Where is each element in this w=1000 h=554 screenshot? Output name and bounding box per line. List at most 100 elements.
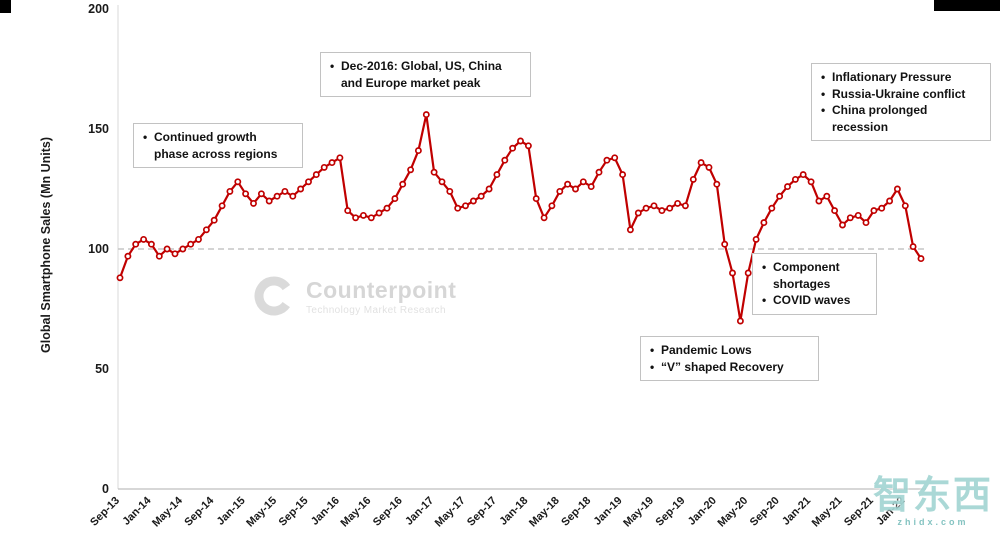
data-point-marker — [344, 207, 352, 215]
x-tick-label: May-15 — [244, 495, 279, 530]
data-point-marker — [548, 202, 556, 210]
data-point-marker — [736, 317, 744, 325]
x-tick-label: Sep-20 — [748, 495, 782, 529]
data-point-marker — [556, 187, 564, 195]
data-point-marker — [399, 180, 407, 188]
data-point-marker — [210, 216, 218, 224]
data-point-marker — [729, 269, 736, 277]
data-point-marker — [634, 209, 642, 217]
data-point-marker — [595, 168, 603, 176]
data-point-marker — [187, 240, 195, 248]
data-point-marker — [532, 195, 540, 203]
data-point-marker — [564, 180, 572, 188]
x-tick-label: Sep-18 — [559, 495, 593, 529]
data-point-marker — [250, 199, 257, 207]
counterpoint-logo-icon — [254, 276, 294, 316]
data-point-marker — [509, 144, 517, 152]
data-point-marker — [658, 207, 666, 215]
data-point-marker — [469, 197, 477, 205]
data-point-marker — [626, 226, 634, 234]
data-point-marker — [124, 252, 132, 260]
x-tick-label: May-17 — [433, 495, 468, 530]
x-tick-label: Jan-21 — [780, 495, 813, 528]
data-point-marker — [579, 178, 587, 186]
data-point-marker — [799, 171, 807, 179]
annotation-component-shortages: Component shortagesCOVID waves — [752, 253, 877, 315]
data-point-marker — [305, 178, 312, 186]
data-point-marker — [226, 187, 234, 195]
data-point-marker — [242, 190, 250, 198]
annotation-shortages-list: Component shortagesCOVID waves — [760, 259, 867, 309]
data-point-marker — [367, 214, 375, 222]
data-point-marker — [846, 214, 854, 222]
data-point-marker — [171, 250, 179, 258]
data-point-marker — [202, 226, 210, 234]
data-point-marker — [619, 171, 627, 179]
x-tick-label: May-16 — [339, 495, 374, 530]
x-tick-label: Sep-21 — [842, 495, 876, 529]
x-tick-label: Jan-20 — [686, 495, 719, 528]
data-point-marker — [807, 178, 815, 186]
annotation-line: Inflationary Pressure — [819, 69, 981, 86]
data-point-marker — [422, 111, 430, 119]
data-point-marker — [689, 175, 697, 183]
data-point-marker — [116, 274, 124, 282]
data-point-marker — [163, 245, 171, 253]
x-tick-label: May-18 — [527, 495, 562, 530]
annotation-line: Continued growth phase across regions — [141, 129, 293, 162]
annotation-line: COVID waves — [760, 292, 867, 309]
x-tick-label: Sep-14 — [182, 494, 217, 529]
data-point-marker — [713, 180, 721, 188]
data-point-marker — [493, 171, 501, 179]
data-point-marker — [611, 154, 619, 162]
data-point-marker — [454, 204, 462, 212]
data-point-marker — [383, 204, 391, 212]
annotation-inflation-pressure: Inflationary PressureRussia-Ukraine conf… — [811, 63, 991, 142]
data-point-marker — [312, 171, 320, 179]
data-point-marker — [289, 192, 297, 200]
data-point-marker — [901, 202, 909, 210]
data-point-marker — [784, 183, 791, 191]
data-point-marker — [132, 240, 140, 248]
annotation-pandemic-lows: Pandemic Lows“V” shaped Recovery — [640, 336, 819, 382]
data-point-marker — [917, 255, 925, 263]
data-point-marker — [273, 192, 281, 200]
annotation-growth-phase: Continued growth phase across regions — [133, 123, 303, 169]
data-point-marker — [705, 163, 713, 171]
data-point-marker — [524, 142, 532, 150]
data-point-marker — [572, 185, 579, 193]
data-point-marker — [839, 221, 846, 229]
data-point-marker — [155, 252, 163, 260]
annotation-line: Dec-2016: Global, US, China and Europe m… — [328, 58, 521, 91]
annotation-dec2016-peak: Dec-2016: Global, US, China and Europe m… — [320, 52, 531, 98]
x-tick-label: Jan-18 — [497, 495, 530, 528]
annotation-line: Russia-Ukraine conflict — [819, 86, 981, 103]
data-point-marker — [414, 147, 422, 155]
screen-artifact-top-right — [934, 0, 1000, 11]
data-point-marker — [265, 197, 273, 205]
data-point-marker — [886, 197, 894, 205]
data-point-marker — [375, 209, 383, 217]
annotation-line: China prolonged recession — [819, 102, 981, 135]
screen-artifact-top-left — [0, 0, 11, 13]
x-tick-label: Sep-15 — [277, 495, 311, 529]
x-tick-label: May-14 — [150, 494, 185, 529]
data-point-marker — [823, 192, 831, 200]
data-point-marker — [407, 166, 415, 174]
data-point-marker — [147, 240, 155, 248]
data-point-marker — [697, 159, 705, 167]
annotation-pandemic-list: Pandemic Lows“V” shaped Recovery — [648, 342, 809, 375]
annotation-inflation-list: Inflationary PressureRussia-Ukraine conf… — [819, 69, 981, 135]
data-point-marker — [462, 202, 469, 210]
data-point-marker — [603, 156, 611, 164]
data-point-marker — [893, 185, 901, 193]
data-point-marker — [438, 178, 446, 186]
data-point-marker — [218, 202, 226, 210]
annotation-dec2016-list: Dec-2016: Global, US, China and Europe m… — [328, 58, 521, 91]
data-point-marker — [681, 202, 689, 210]
data-point-marker — [870, 207, 878, 215]
data-point-marker — [650, 202, 658, 210]
y-tick-label: 50 — [95, 362, 109, 376]
counterpoint-tagline-text: Technology Market Research — [306, 304, 446, 316]
